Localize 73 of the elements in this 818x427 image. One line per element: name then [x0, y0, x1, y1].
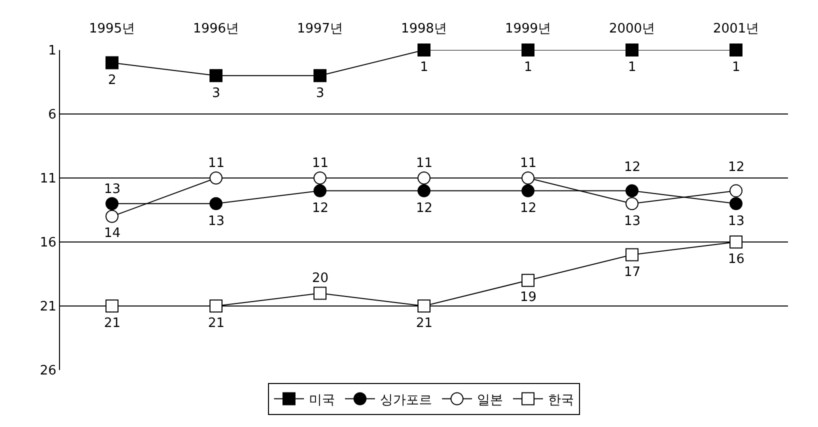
x-tick-label: 2001년	[712, 21, 760, 36]
data-label: 11	[312, 156, 329, 171]
point	[210, 300, 222, 312]
point	[626, 197, 638, 210]
legend-label: 미국	[309, 392, 335, 408]
data-label: 2	[108, 73, 116, 88]
data-label: 12	[728, 160, 745, 175]
point	[314, 184, 326, 198]
x-tick-label: 1995년	[88, 21, 136, 36]
legend-label: 한국	[548, 392, 574, 408]
point	[730, 197, 742, 210]
data-label: 11	[416, 156, 433, 171]
data-label: 21	[208, 316, 225, 331]
point	[730, 44, 742, 56]
data-label: 12	[312, 201, 329, 216]
data-label: 19	[520, 290, 537, 305]
y-tick-label: 6	[48, 108, 56, 123]
data-label: 13	[624, 214, 641, 229]
y-tick-label: 16	[40, 236, 56, 251]
point	[106, 300, 118, 312]
data-label: 1	[628, 60, 636, 75]
data-label: 21	[104, 316, 121, 331]
data-label: 3	[316, 86, 324, 101]
data-label: 12	[520, 201, 537, 216]
point	[522, 274, 534, 287]
point	[418, 184, 430, 198]
data-label: 12	[624, 160, 641, 175]
point	[418, 44, 430, 56]
y-tick-label: 21	[40, 300, 56, 315]
data-label: 11	[520, 156, 537, 171]
legend-label: 싱가포르	[380, 392, 432, 408]
y-tick-label: 11	[40, 172, 56, 187]
x-tick-label: 1999년	[504, 21, 552, 36]
data-label: 12	[416, 201, 433, 216]
data-label: 13	[728, 214, 745, 229]
point	[626, 248, 638, 262]
point	[210, 69, 222, 82]
data-label: 13	[104, 182, 121, 197]
point	[106, 210, 118, 223]
x-tick-label: 1996년	[192, 21, 240, 36]
point	[106, 56, 118, 70]
data-label: 20	[312, 271, 329, 286]
point	[314, 172, 326, 184]
data-label: 16	[728, 252, 745, 267]
point	[522, 184, 534, 198]
x-tick-label: 2000년	[608, 21, 656, 36]
data-label: 1	[524, 60, 532, 75]
data-label: 14	[104, 226, 121, 241]
x-tick-label: 1997년	[296, 21, 344, 36]
y-tick-label: 26	[40, 364, 56, 379]
point	[730, 236, 742, 248]
data-label: 1	[420, 60, 428, 75]
point	[626, 44, 638, 56]
data-label: 11	[208, 156, 225, 171]
x-tick-label: 1998년	[400, 21, 448, 36]
point	[314, 286, 326, 300]
point	[418, 172, 430, 184]
data-label: 13	[208, 214, 225, 229]
point	[210, 172, 222, 184]
point	[106, 197, 118, 210]
data-label: 1	[732, 60, 740, 75]
data-label: 3	[212, 86, 220, 101]
point	[626, 184, 638, 198]
point	[314, 69, 326, 82]
point	[730, 184, 742, 198]
legend-label: 일본	[477, 392, 503, 408]
data-label: 17	[624, 265, 641, 280]
y-tick-label: 1	[48, 44, 56, 59]
point	[210, 197, 222, 210]
point	[418, 300, 430, 312]
point	[522, 44, 534, 56]
data-label: 21	[416, 316, 433, 331]
point	[522, 172, 534, 184]
